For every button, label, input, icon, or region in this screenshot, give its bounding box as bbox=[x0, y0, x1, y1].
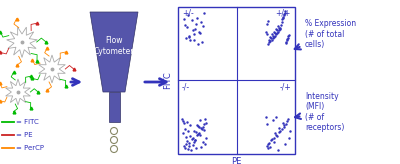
Text: = PerCP: = PerCP bbox=[16, 145, 44, 151]
Text: -/-: -/- bbox=[182, 82, 190, 92]
Text: PE: PE bbox=[231, 156, 242, 164]
Text: % Expression
(# of total
cells): % Expression (# of total cells) bbox=[295, 19, 356, 49]
Text: = FITC: = FITC bbox=[16, 119, 39, 125]
Text: -/+: -/+ bbox=[279, 82, 291, 92]
Text: +/+: +/+ bbox=[276, 9, 291, 18]
Text: = PE: = PE bbox=[16, 132, 33, 138]
Bar bbox=[178, 7, 295, 154]
Text: Intensity
(MFI)
(# of
receptors): Intensity (MFI) (# of receptors) bbox=[295, 92, 344, 132]
Text: FITC: FITC bbox=[164, 72, 172, 89]
Polygon shape bbox=[90, 12, 138, 92]
Polygon shape bbox=[109, 92, 120, 122]
Text: +/-: +/- bbox=[182, 9, 194, 18]
Text: Flow
Cytometer: Flow Cytometer bbox=[94, 36, 134, 56]
